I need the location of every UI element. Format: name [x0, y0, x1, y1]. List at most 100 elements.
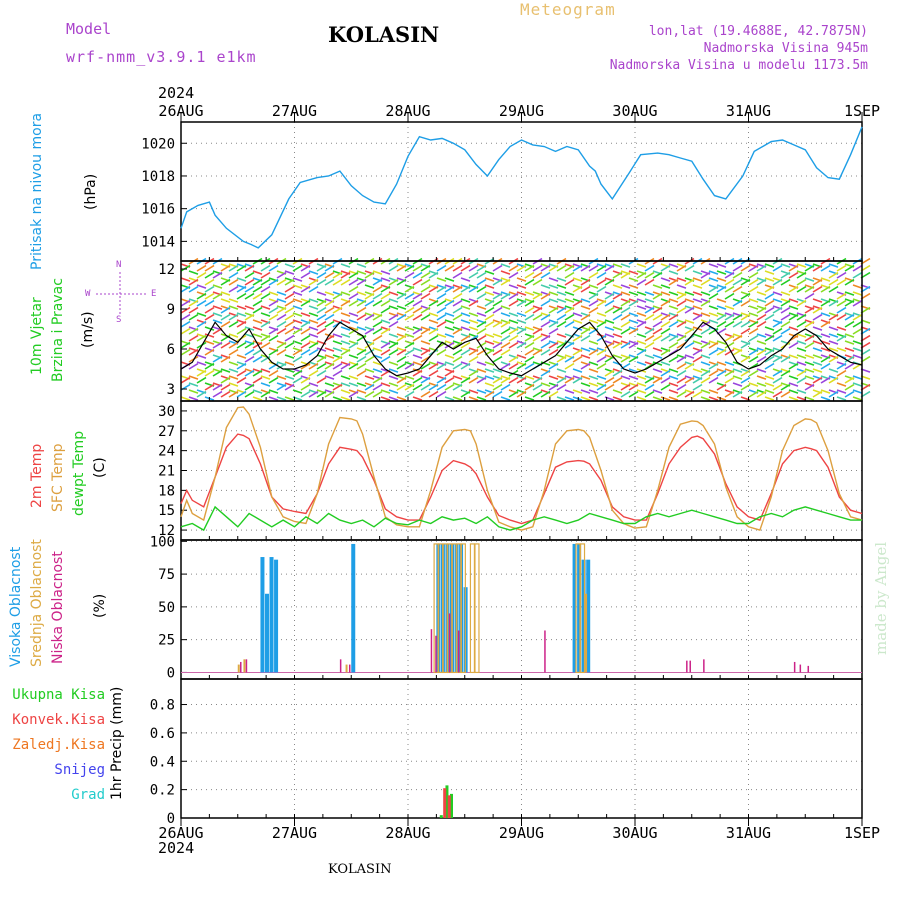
wind-barb	[852, 389, 863, 394]
wind-barb	[484, 375, 495, 380]
wind-barb	[452, 355, 463, 363]
wind-barb	[652, 376, 663, 384]
wind-barb	[204, 362, 215, 370]
wind-barb	[308, 326, 319, 331]
wind-barb	[652, 368, 663, 373]
wind-barb	[812, 285, 823, 293]
wind-barb	[692, 313, 703, 321]
wind-barb	[364, 284, 375, 289]
wind-barb	[812, 326, 823, 331]
wind-barb	[844, 320, 855, 328]
wind-barb	[284, 299, 295, 307]
wind-barb	[340, 263, 351, 268]
wind-barb	[828, 368, 839, 373]
wind-barb	[356, 313, 367, 321]
wind-barb	[252, 369, 263, 377]
wind-barb	[476, 278, 487, 286]
wind-barb	[484, 306, 495, 314]
wind-barb	[460, 312, 471, 317]
wind-barb	[348, 354, 359, 359]
wind-barb	[436, 348, 447, 356]
wind-barb	[564, 313, 575, 321]
wind-barb	[684, 291, 695, 296]
wind-barb	[564, 278, 575, 286]
wind-barb	[580, 362, 591, 370]
wind-barb	[292, 298, 303, 303]
wind-barb	[716, 361, 727, 366]
wind-barb	[220, 355, 231, 363]
wind-barb	[332, 383, 343, 391]
wind-barb	[716, 298, 727, 303]
wind-barb	[556, 320, 567, 328]
y-tick-label: 0.6	[150, 726, 175, 742]
wind-barb	[476, 305, 487, 310]
wind-barb	[660, 348, 671, 356]
wind-barb	[556, 291, 567, 296]
wind-barb	[588, 368, 599, 373]
wind-barb	[372, 361, 383, 366]
wind-barb	[460, 264, 471, 272]
wind-barb	[588, 382, 599, 387]
time-label-bottom: 29AUG	[499, 824, 544, 842]
wind-barb	[484, 340, 495, 345]
wind-barb	[452, 375, 463, 380]
wind-barb	[260, 390, 271, 398]
wind-barb	[828, 263, 839, 268]
wind-barb	[748, 390, 759, 398]
wind-barb	[644, 327, 655, 335]
y-tick-label: 1014	[141, 234, 175, 250]
wind-barb	[484, 299, 495, 307]
mid-cloud-bar	[237, 664, 240, 673]
wind-barb	[852, 354, 863, 359]
wind-barb	[700, 299, 711, 307]
wind-barb	[524, 375, 535, 380]
wind-barb	[772, 390, 783, 398]
wind-barb	[476, 285, 487, 293]
wind-barb	[852, 299, 863, 307]
wind-barb	[708, 312, 719, 317]
wind-barb	[468, 299, 479, 307]
wind-barb	[412, 334, 423, 342]
wind-barb	[620, 291, 631, 296]
wind-barb	[548, 375, 559, 380]
wind-barb	[604, 264, 615, 272]
wind-barb	[780, 278, 791, 286]
time-label-top: 31AUG	[726, 102, 771, 120]
wind-barb	[732, 264, 743, 272]
wind-barb	[564, 298, 575, 303]
pressure-unit: (hPa)	[83, 173, 99, 210]
wind-barb	[540, 271, 551, 279]
wind-barb	[388, 278, 399, 286]
wind-barb	[764, 285, 775, 293]
wind-barb	[316, 347, 327, 352]
wind-barb	[676, 376, 687, 384]
wind-barb	[668, 298, 679, 303]
wind-barb	[732, 299, 743, 307]
wind-barb	[524, 348, 535, 356]
wind-barb	[668, 313, 679, 321]
wind-barb	[348, 292, 359, 300]
wind-barb	[708, 319, 719, 324]
wind-barb	[284, 334, 295, 342]
wind-barb	[316, 306, 327, 314]
wind-barb	[588, 284, 599, 289]
compass-west: W	[85, 289, 91, 299]
wind-barb	[804, 285, 815, 293]
wind-barb	[572, 355, 583, 363]
wind-barb	[644, 306, 655, 314]
wind-barb	[268, 396, 279, 401]
wind-barb	[492, 348, 503, 356]
wind-barb	[204, 326, 215, 331]
wind-barb	[204, 383, 215, 391]
wind-barb	[388, 396, 399, 401]
wind-barb	[252, 376, 263, 384]
wind-barb	[804, 277, 815, 282]
wind-barb	[444, 299, 455, 307]
wind-barb	[820, 376, 831, 384]
wind-barb	[668, 375, 679, 380]
wind-barb	[476, 376, 487, 384]
wind-barb	[836, 362, 847, 370]
wind-barb	[836, 313, 847, 321]
wind-barb	[452, 299, 463, 307]
wind-barb	[204, 369, 215, 377]
